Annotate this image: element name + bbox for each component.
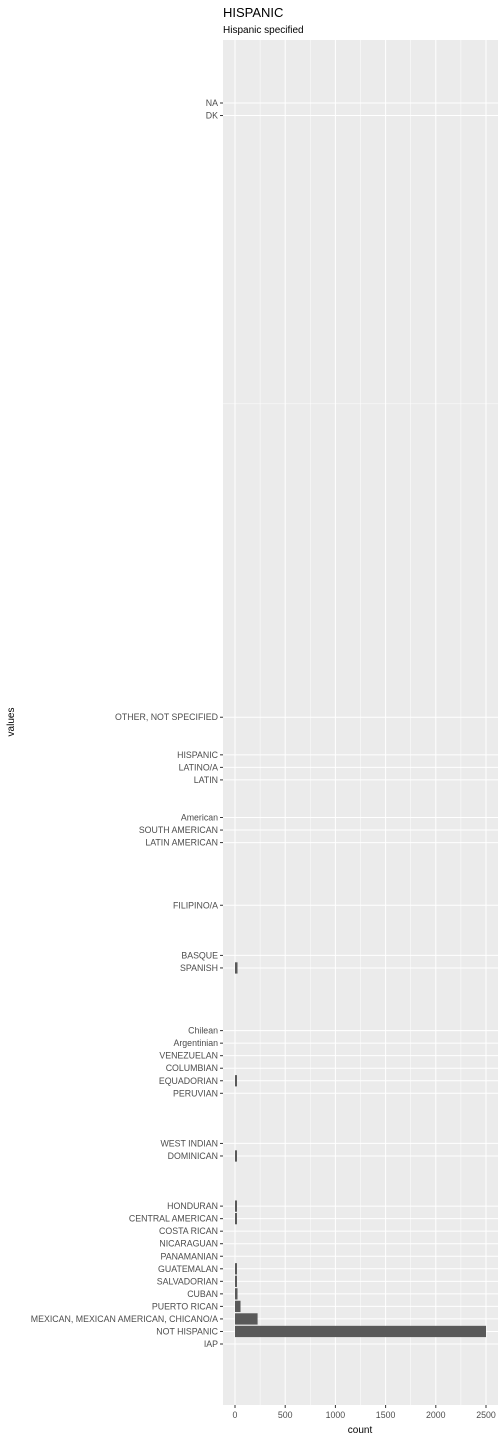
y-tick-label: WEST INDIAN (160, 1138, 218, 1148)
y-tick-label: PERUVIAN (173, 1088, 218, 1098)
x-tick-label: 500 (278, 1410, 293, 1420)
y-tick-label: GUATEMALAN (158, 1264, 218, 1274)
y-tick-label: Chilean (188, 1026, 218, 1036)
y-tick-label: EQUADORIAN (159, 1076, 218, 1086)
y-tick-label: PUERTO RICAN (152, 1301, 218, 1311)
y-tick-label: LATIN (194, 775, 218, 785)
x-tick-label: 1000 (326, 1410, 346, 1420)
x-tick-label: 2000 (426, 1410, 446, 1420)
x-tick-label: 0 (233, 1410, 238, 1420)
y-tick-label: LATINO/A (179, 762, 219, 772)
y-tick-label: COLUMBIAN (166, 1063, 218, 1073)
y-tick-label: IAP (204, 1339, 218, 1349)
y-tick-label: PANAMANIAN (160, 1251, 218, 1261)
y-tick-label: FILIPINO/A (173, 900, 218, 910)
x-tick-label: 2500 (476, 1410, 496, 1420)
y-tick-label: Argentinian (173, 1038, 218, 1048)
y-tick-label: OTHER, NOT SPECIFIED (115, 712, 218, 722)
y-tick-label: NA (206, 98, 218, 108)
y-tick-label: SALVADORIAN (157, 1276, 218, 1286)
bar (235, 962, 238, 974)
bar (235, 1300, 241, 1313)
minor-gridlines (223, 40, 498, 1405)
x-tick-label: 1500 (376, 1410, 396, 1420)
y-tick-label: DOMINICAN (168, 1151, 218, 1161)
y-tick-label: American (181, 813, 218, 823)
bar (235, 1213, 237, 1225)
bar (235, 1200, 237, 1212)
y-tick-label: SOUTH AMERICAN (139, 825, 218, 835)
bars (235, 962, 486, 1338)
x-axis-title: count (348, 1425, 373, 1436)
y-axis-title: values (6, 708, 17, 737)
y-tick-label: HONDURAN (167, 1201, 218, 1211)
x-axis: 0 500 1000 1500 2000 2500 (233, 1405, 496, 1420)
y-tick-label: NICARAGUAN (159, 1239, 218, 1249)
y-tick-label: DK (206, 111, 218, 121)
bar (235, 1150, 237, 1162)
major-gridlines (223, 40, 498, 1405)
chart-title: HISPANIC (223, 5, 283, 20)
bar (235, 1288, 238, 1300)
chart-subtitle: Hispanic specified (223, 25, 304, 36)
bar (235, 1275, 237, 1287)
y-axis: NA DK OTHER, NOT SPECIFIED HISPANIC LATINO/A… (31, 98, 223, 1349)
y-tick-label: HISPANIC (177, 750, 219, 760)
y-tick-label: NOT HISPANIC (156, 1326, 218, 1336)
y-tick-label: CUBAN (187, 1289, 218, 1299)
y-tick-label: SPANISH (180, 963, 218, 973)
bar (235, 1075, 237, 1087)
bar (235, 1313, 258, 1325)
y-tick-label: CENTRAL AMERICAN (129, 1214, 218, 1224)
bar (235, 1325, 486, 1338)
y-tick-label: MEXICAN, MEXICAN AMERICAN, CHICANO/A (31, 1314, 218, 1324)
y-tick-label: BASQUE (181, 950, 218, 960)
y-tick-label: LATIN AMERICAN (145, 838, 218, 848)
bar (235, 1263, 237, 1275)
y-tick-label: VENEZUELAN (159, 1051, 218, 1061)
y-tick-label: COSTA RICAN (159, 1226, 218, 1236)
